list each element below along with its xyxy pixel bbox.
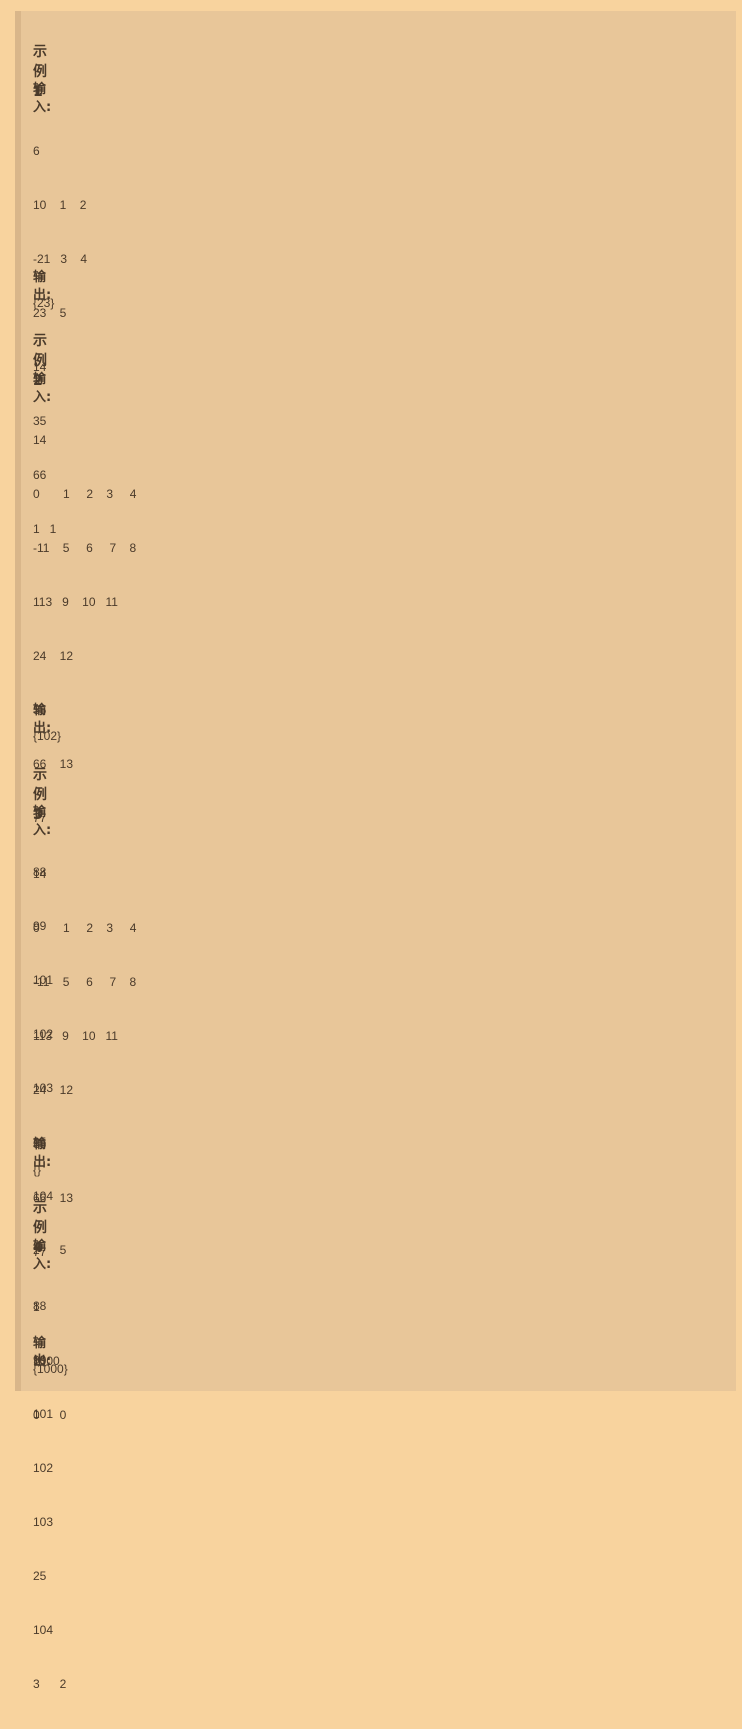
input-line: 24 12 (33, 1083, 74, 1097)
input-line: -11 5 6 7 8 (33, 541, 137, 555)
input-line: -11 5 6 7 8 (33, 975, 137, 989)
input-line: -21 3 4 (33, 252, 88, 266)
input-line: 77 (33, 1245, 47, 1259)
output-value: {23} (33, 296, 55, 310)
input-line: 1 (33, 1300, 40, 1314)
output-value: {} (33, 1163, 42, 1177)
input-block: 6 10 1 2 -21 3 4 23 5 14 35 66 1 1 (33, 106, 87, 574)
input-block: 14 0 1 2 3 4 -11 5 6 7 8 113 9 10 11 24 … (33, 395, 136, 1295)
input-line: 35 (33, 414, 47, 428)
input-line: 14 (33, 867, 47, 881)
input-line: 2 5 (33, 1243, 67, 1257)
input-line: 88 (33, 1299, 47, 1313)
input-line: 1 1 (33, 522, 57, 536)
input-line: 104 (33, 1189, 54, 1203)
output-label: 输出: (33, 1137, 52, 1170)
input-label: 输入: (33, 805, 52, 838)
input-line: 0 0 (33, 1408, 67, 1422)
input-line: 14 (33, 433, 47, 447)
input-line: 99 (33, 1353, 47, 1367)
output-label: 输出: (33, 1336, 52, 1369)
input-line: 25 (33, 1135, 47, 1149)
input-line: 25 (33, 1569, 47, 1583)
input-label: 输入: (33, 1239, 52, 1272)
output-label: 输出: (33, 703, 52, 736)
input-line: 88 (33, 865, 47, 879)
example-title: 示例1 (33, 44, 47, 100)
input-line: 102 (33, 1027, 54, 1041)
output-value: {1000} (33, 1362, 68, 1376)
example-title: 示例4 (33, 1200, 47, 1256)
input-line: 23 5 (33, 306, 67, 320)
input-line: 66 13 (33, 1191, 74, 1205)
output-label: 输出: (33, 270, 52, 303)
input-line: 101 (33, 973, 54, 987)
input-line: 99 (33, 919, 47, 933)
example-title: 示例3 (33, 767, 47, 823)
input-line: 102 (33, 1461, 54, 1475)
input-line: 35 (33, 703, 47, 717)
example-title: 示例2 (33, 333, 47, 389)
output-value: {102} (33, 729, 62, 743)
input-line: 0 1 2 3 4 (33, 921, 137, 935)
input-line: 77 (33, 811, 47, 825)
input-line: 66 13 (33, 757, 74, 771)
input-label: 输入: (33, 372, 52, 405)
input-line: 1000 (33, 1354, 60, 1368)
input-line: 10 1 2 (33, 198, 87, 212)
input-line: 6 (33, 144, 40, 158)
input-line: 3 2 (33, 1677, 67, 1691)
input-line: 66 (33, 468, 47, 482)
input-line: 104 (33, 1623, 54, 1637)
input-line: 35 (33, 1137, 47, 1151)
input-line: 103 (33, 1081, 54, 1095)
input-line: 113 9 10 11 (33, 595, 118, 609)
input-line: 113 9 10 11 (33, 1029, 118, 1043)
input-line: 103 (33, 1515, 54, 1529)
input-line: 0 1 2 3 4 (33, 487, 137, 501)
input-label: 输入: (33, 82, 52, 115)
input-line: 14 (33, 360, 47, 374)
examples-panel: 示例1 输入: 6 10 1 2 -21 3 4 23 5 14 35 66 1… (15, 11, 736, 1691)
input-line: 24 12 (33, 649, 74, 663)
